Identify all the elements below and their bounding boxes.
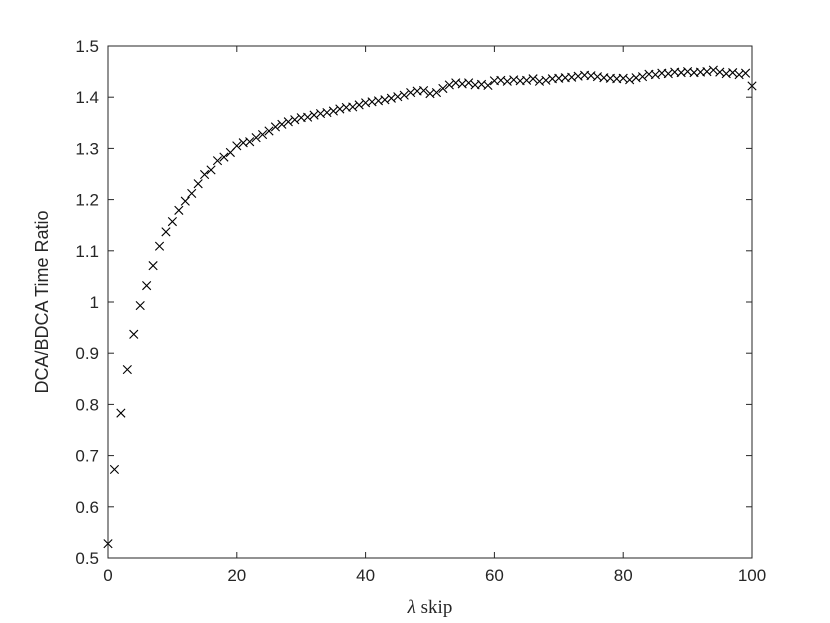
data-point-marker: [290, 115, 300, 125]
y-tick-label: 0.7: [75, 447, 99, 466]
y-tick-label: 1.4: [75, 88, 99, 107]
y-tick-label: 0.6: [75, 498, 99, 517]
data-point-marker: [708, 65, 718, 75]
data-point-marker: [528, 74, 538, 84]
x-axis-title-text: skip: [416, 597, 452, 618]
data-points: [103, 65, 757, 549]
data-point-marker: [270, 122, 281, 132]
x-tick-label: 20: [227, 566, 246, 585]
x-axis-title: λ skip: [407, 597, 453, 618]
data-point-marker: [206, 165, 216, 175]
data-point-marker: [444, 80, 454, 90]
plot-frame: [107, 45, 753, 559]
data-point-marker: [161, 227, 171, 237]
data-point-marker: [135, 300, 145, 311]
data-point-marker: [109, 464, 120, 475]
data-point-marker: [418, 85, 429, 96]
y-tick-label: 1.5: [75, 37, 99, 56]
x-tick-label: 80: [614, 566, 633, 585]
data-point-marker: [193, 179, 203, 189]
data-point-marker: [348, 102, 358, 112]
data-point-marker: [142, 281, 152, 291]
y-tick-label: 0.9: [75, 344, 99, 363]
y-tick-label: 1.3: [75, 139, 99, 158]
y-tick-label: 0.5: [75, 549, 99, 568]
data-point-marker: [122, 364, 132, 375]
data-point-marker: [740, 68, 751, 78]
y-tick-label: 1: [90, 293, 99, 312]
x-tick-label: 100: [738, 566, 766, 585]
data-point-marker: [180, 196, 190, 206]
data-point-marker: [116, 408, 126, 418]
data-point-marker: [264, 126, 274, 136]
y-tick-label: 1.2: [75, 191, 99, 210]
data-point-marker: [277, 119, 287, 129]
x-axis-title-symbol: λ: [407, 597, 416, 618]
data-point-marker: [200, 169, 210, 180]
data-point-marker: [174, 205, 184, 215]
plot-background: [108, 46, 752, 558]
data-point-marker: [283, 117, 293, 127]
data-point-marker: [438, 83, 448, 94]
data-point-marker: [728, 68, 738, 78]
y-axis-title: DCA/BDCA Time Ratio: [32, 210, 52, 393]
y-tick-label: 0.8: [75, 395, 99, 414]
data-point-marker: [625, 75, 635, 85]
data-point-marker: [637, 72, 648, 82]
y-axis-ticks: 0.5 0.6 0.7 0.8 0.9 1 1.1 1.2 1.3 1.4 1.5: [75, 37, 752, 568]
data-point-marker: [154, 241, 165, 251]
data-point-marker: [431, 88, 442, 98]
data-point-marker: [257, 129, 268, 140]
data-point-marker: [483, 80, 493, 91]
data-point-marker: [129, 329, 139, 339]
x-tick-label: 60: [485, 566, 504, 585]
data-point-marker: [251, 133, 261, 143]
data-point-marker: [328, 106, 338, 116]
x-tick-label: 0: [103, 566, 112, 585]
data-point-marker: [245, 137, 255, 147]
data-point-marker: [232, 141, 242, 151]
data-point-marker: [212, 156, 223, 166]
data-point-marker: [464, 78, 474, 88]
data-point-marker: [354, 100, 364, 110]
data-point-marker: [399, 90, 409, 100]
data-point-marker: [219, 152, 229, 162]
x-tick-label: 40: [356, 566, 375, 585]
data-point-marker: [303, 112, 313, 122]
data-point-marker: [167, 217, 177, 227]
y-tick-label: 1.1: [75, 242, 99, 261]
data-point-marker: [148, 261, 158, 271]
data-point-marker: [187, 188, 197, 199]
